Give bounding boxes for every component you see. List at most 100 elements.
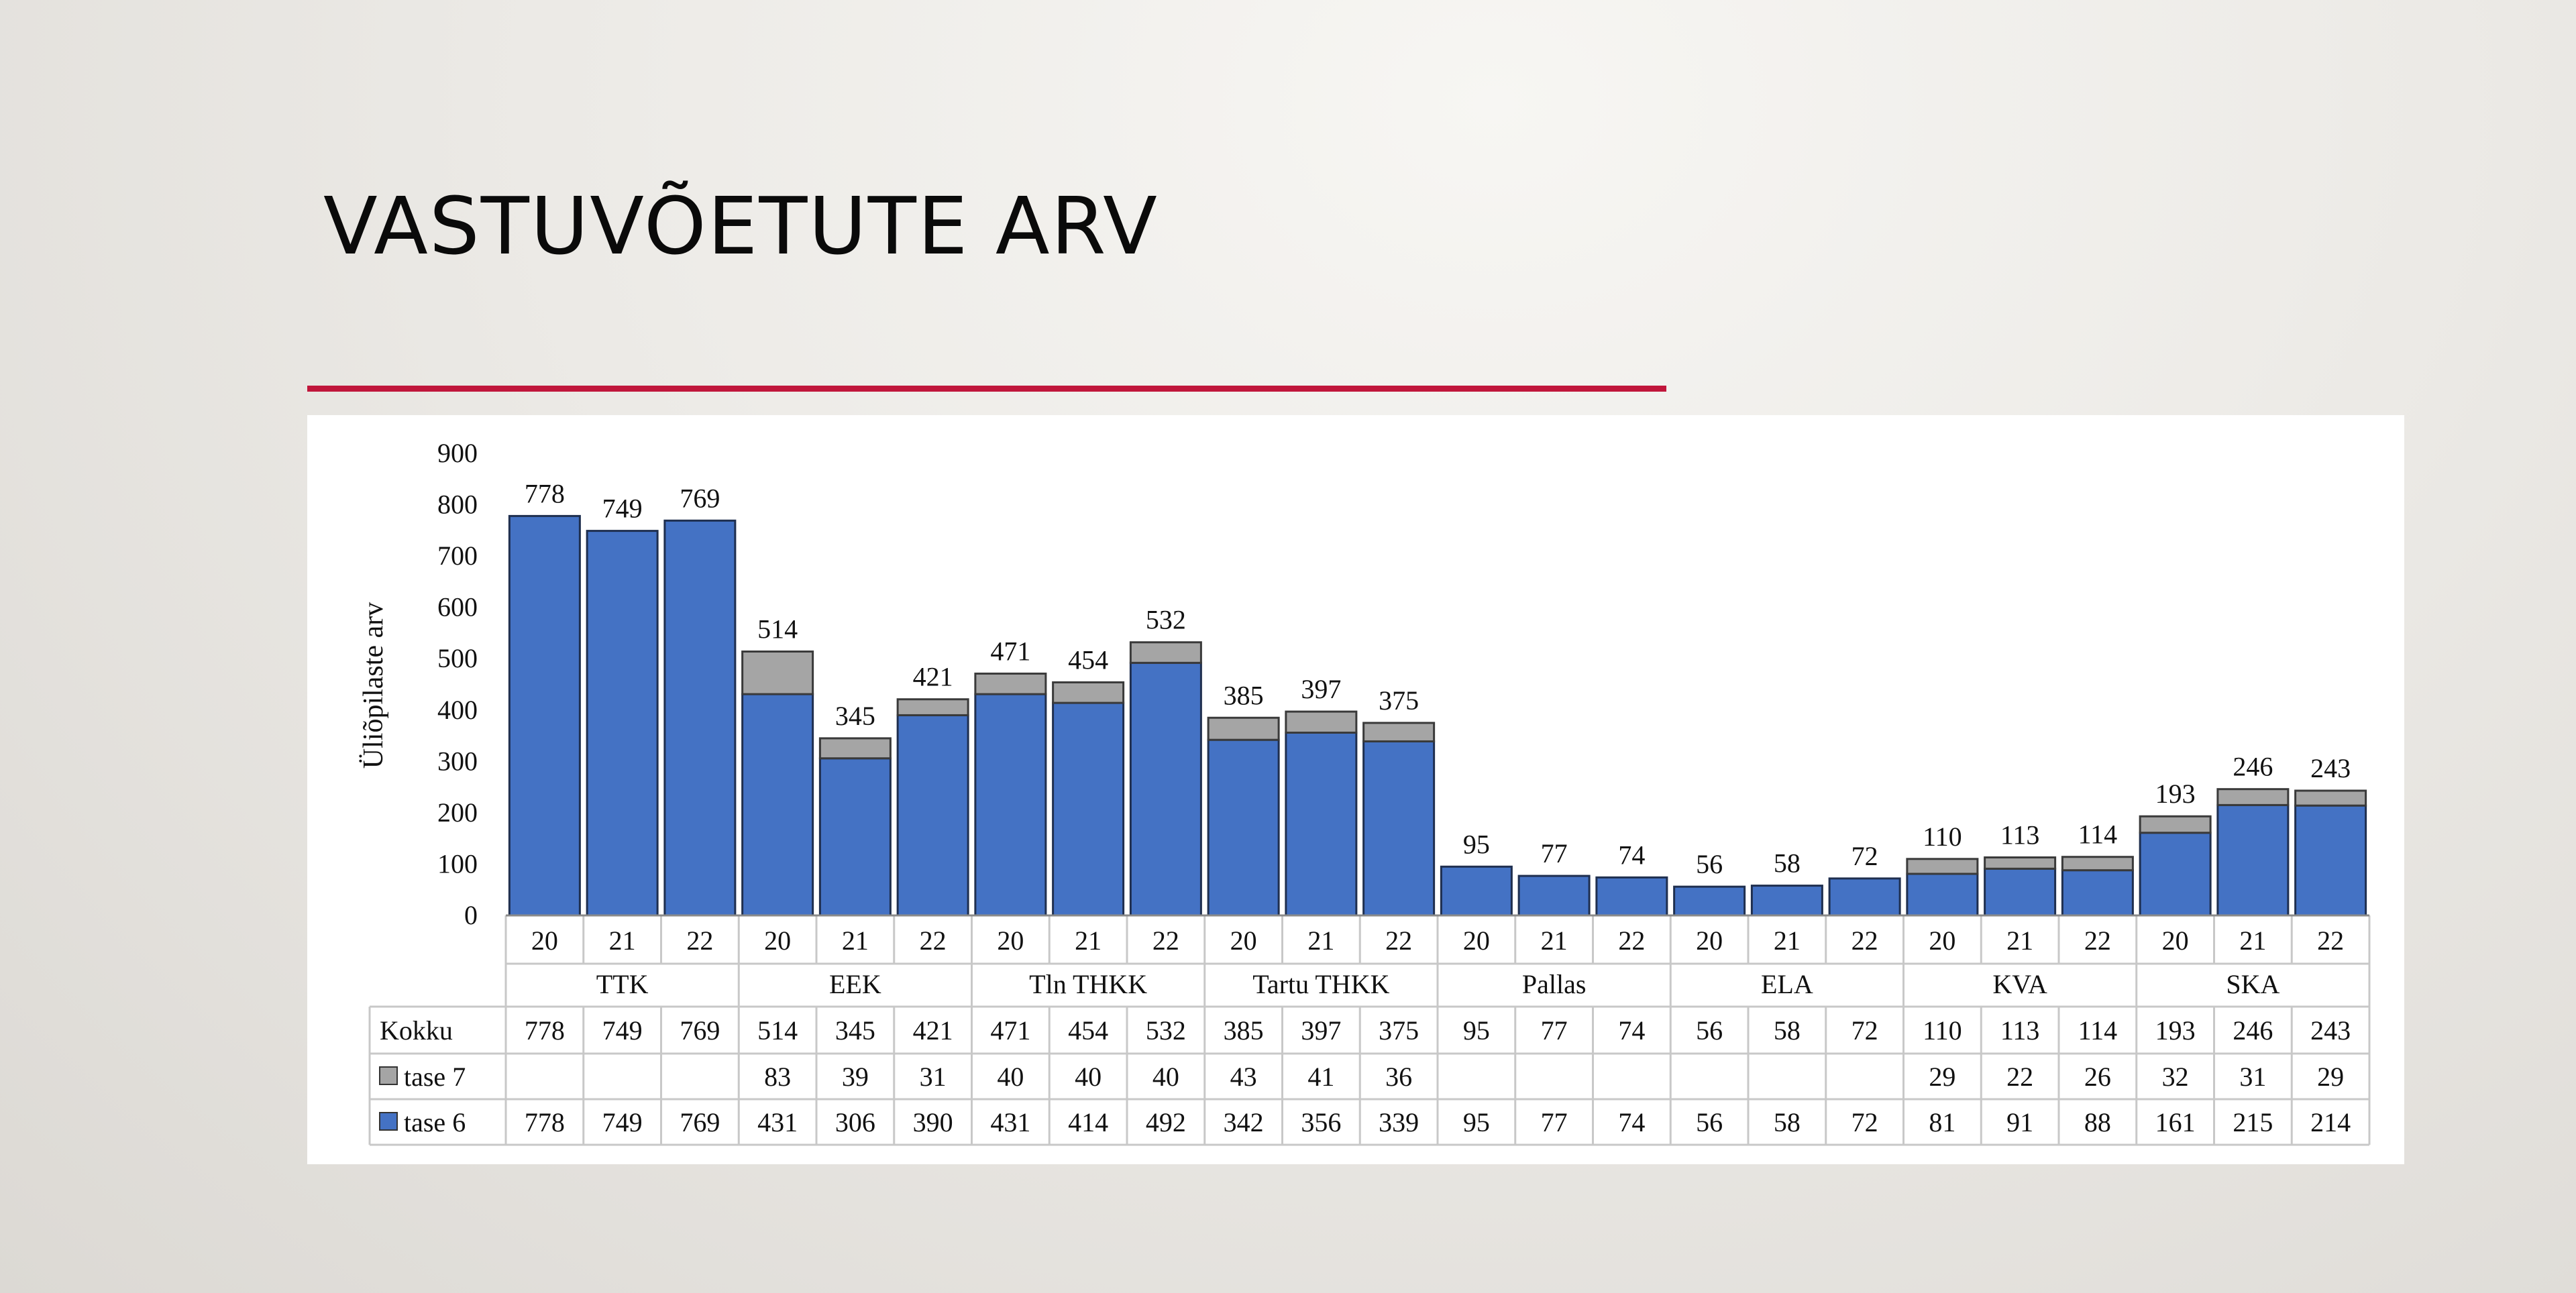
table-cell: 492	[1146, 1107, 1186, 1137]
table-cell: 40	[997, 1062, 1024, 1092]
bar-tase7	[1984, 856, 2057, 870]
bar-tase7	[1129, 641, 1202, 664]
x-tick-label: 20	[1696, 925, 1723, 956]
x-tick-label: 21	[1774, 925, 1801, 956]
table-cell: 215	[2233, 1107, 2273, 1137]
x-tick-label: 22	[920, 925, 947, 956]
bar-tase6	[2294, 804, 2367, 917]
y-tick-label: 700	[437, 541, 478, 571]
data-label: 749	[602, 494, 643, 524]
table-cell: 58	[1774, 1107, 1801, 1137]
y-axis: 0 100 200 300 400 500 600 700 800 900 Üliõpilaste …	[358, 438, 478, 930]
table-cell: 421	[913, 1015, 953, 1046]
table-cell: 77	[1541, 1107, 1568, 1137]
bar-tase6	[1362, 740, 1436, 917]
table-cell: 514	[757, 1015, 798, 1046]
table-cell: 193	[2155, 1015, 2196, 1046]
data-label: 113	[2000, 820, 2040, 850]
x-tick-label: 22	[1851, 925, 1878, 956]
bar-tase6	[818, 757, 892, 917]
y-tick-label: 500	[437, 643, 478, 673]
table-cell: 74	[1618, 1107, 1645, 1137]
total-labels: 778 749 769 514 345 421 471 454 532 385 397 375 95 77…	[525, 478, 2351, 879]
data-label: 421	[913, 662, 953, 692]
bar-tase7	[818, 737, 892, 760]
x-tick-label: 20	[531, 925, 558, 956]
table-cell: 39	[842, 1062, 869, 1092]
group-label: KVA	[1992, 969, 2047, 999]
bar-tase6	[1285, 731, 1358, 917]
table-cell: 36	[1385, 1062, 1412, 1092]
table-cell: 246	[2233, 1015, 2273, 1046]
table-cell: 56	[1696, 1107, 1723, 1137]
table-cell: 32	[2162, 1062, 2189, 1092]
stacked-bar-chart: 0 100 200 300 400 500 600 700 800 900 Üliõpilaste …	[358, 438, 2371, 1146]
data-label: 72	[1851, 841, 1878, 871]
table-cell: 58	[1774, 1015, 1801, 1046]
table-cell: 749	[602, 1015, 643, 1046]
table-cell: 40	[1152, 1062, 1179, 1092]
x-tick-label: 21	[842, 925, 869, 956]
y-tick-label: 600	[437, 592, 478, 622]
table-cell: 72	[1851, 1015, 1878, 1046]
bar-tase7	[1207, 716, 1280, 741]
table-cell: 56	[1696, 1015, 1723, 1046]
bar-tase6	[1828, 877, 1901, 917]
table-cell: 342	[1224, 1107, 1264, 1137]
table-cell: 113	[2000, 1015, 2040, 1046]
table-cell: 375	[1379, 1015, 1419, 1046]
table-cell: 31	[2239, 1062, 2266, 1092]
table-cell: 22	[2006, 1062, 2033, 1092]
bar-tase6	[1595, 876, 1668, 917]
legend-swatch	[379, 1112, 398, 1131]
data-label: 193	[2155, 779, 2196, 809]
table-cell: 114	[2078, 1015, 2118, 1046]
data-label: 74	[1618, 840, 1645, 870]
data-label: 243	[2310, 753, 2351, 783]
row-header: Kokku	[380, 1015, 453, 1046]
x-tick-label: 20	[997, 925, 1024, 956]
x-tick-label: 22	[1618, 925, 1645, 956]
bar-tase7	[2294, 789, 2367, 807]
table-cell: 414	[1068, 1107, 1108, 1137]
table-cell: 40	[1075, 1062, 1102, 1092]
group-label: ELA	[1761, 969, 1813, 999]
data-label: 114	[2078, 820, 2118, 850]
bar-tase6	[896, 714, 969, 917]
y-tick-label: 800	[437, 490, 478, 520]
table-cell: 385	[1224, 1015, 1264, 1046]
x-tick-label: 21	[609, 925, 636, 956]
x-tick-label: 21	[1307, 925, 1334, 956]
data-label: 514	[757, 614, 798, 644]
table-cell: 91	[2006, 1107, 2033, 1137]
data-label: 385	[1224, 680, 1264, 710]
group-label: Tln THKK	[1029, 969, 1147, 999]
table-cell: 454	[1068, 1015, 1108, 1046]
chart-panel: 0 100 200 300 400 500 600 700 800 900 Üliõpilaste …	[307, 415, 2404, 1164]
table-cell: 769	[680, 1107, 720, 1137]
table-cell: 390	[913, 1107, 953, 1137]
group-label: TTK	[596, 969, 649, 999]
data-label: 58	[1774, 848, 1801, 879]
title-divider	[307, 386, 1666, 392]
data-label: 56	[1696, 849, 1723, 879]
x-tick-label: 21	[2006, 925, 2033, 956]
table-cell: 532	[1146, 1015, 1186, 1046]
table-cell: 345	[835, 1015, 875, 1046]
data-label: 375	[1379, 685, 1419, 716]
bar-tase7	[1052, 681, 1125, 704]
x-tick-label: 21	[1075, 925, 1102, 956]
x-tick-label: 20	[1463, 925, 1490, 956]
table-cell: 161	[2155, 1107, 2196, 1137]
group-label: Pallas	[1522, 969, 1587, 999]
data-label: 246	[2233, 752, 2273, 782]
data-label: 471	[990, 636, 1030, 666]
data-label: 397	[1301, 674, 1341, 704]
x-tick-label: 22	[1152, 925, 1179, 956]
y-axis-title: Üliõpilaste arv	[358, 602, 389, 769]
bar-tase7	[2061, 856, 2134, 872]
data-label: 769	[680, 483, 720, 513]
bar-tase6	[2216, 803, 2290, 917]
table-cell: 77	[1541, 1015, 1568, 1046]
